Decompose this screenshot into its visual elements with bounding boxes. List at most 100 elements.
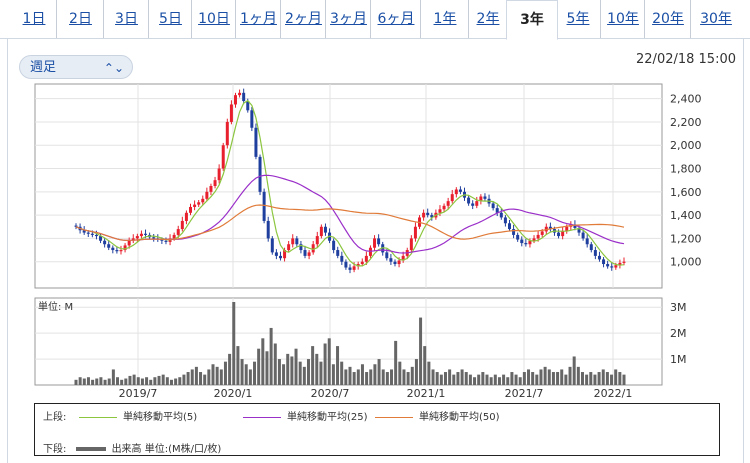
legend-ma5-label: 単純移動平均(5) (123, 412, 198, 423)
candle-body (454, 189, 458, 195)
period-select[interactable]: 週足 ⌃⌄ (19, 55, 133, 79)
volume-bar (381, 369, 385, 385)
volume-bar (132, 374, 136, 385)
candle-body (180, 220, 184, 230)
period-select-value: 週足 (30, 60, 57, 75)
volume-bar (518, 377, 522, 385)
candle-body (144, 233, 148, 235)
candle-body (74, 225, 78, 227)
volume-bar (406, 372, 410, 385)
volume-bar (298, 361, 302, 385)
volume-bar (502, 374, 506, 385)
volume-bar (236, 346, 240, 385)
y-tick-label: 1,200 (670, 232, 702, 245)
candle-body (540, 231, 544, 235)
candle-body (581, 232, 585, 239)
volume-bar (535, 374, 539, 385)
tab-10年[interactable]: 10年 (600, 0, 645, 38)
candle-body (287, 244, 291, 251)
volume-bar (319, 361, 323, 385)
volume-bar (527, 369, 531, 385)
candle-body (471, 203, 475, 206)
candle-body (197, 202, 201, 205)
volume-bar (286, 353, 290, 385)
candle-body (295, 238, 299, 245)
volume-bar (153, 377, 157, 385)
candle-body (438, 209, 442, 213)
volume-y-tick-label: 3M (670, 301, 687, 314)
tab-6ヶ月[interactable]: 6ヶ月 (370, 0, 421, 38)
tab-1年[interactable]: 1年 (420, 0, 469, 38)
candle-body (299, 244, 303, 251)
candle-body (585, 238, 589, 245)
candle-body (442, 205, 446, 210)
timestamp: 22/02/18 15:00 (636, 52, 736, 67)
tab-5年[interactable]: 5年 (566, 11, 590, 27)
volume-bar (539, 369, 543, 385)
candle-body (426, 212, 430, 216)
tab-1日[interactable]: 1日 (22, 11, 46, 27)
legend-volume-swatch (75, 447, 106, 451)
tab-30年[interactable]: 30年 (690, 0, 741, 38)
tab-2日[interactable]: 2日 (56, 0, 104, 38)
volume-bar (182, 374, 186, 385)
axis-labels: 2,400 2,200 2,000 1,800 1,600 1,400 1,200 1,000… (38, 93, 702, 400)
candle-body (217, 168, 221, 181)
volume-bar (265, 351, 269, 385)
candle-body (323, 226, 327, 233)
volume-bar (207, 369, 211, 385)
candle-body (131, 238, 135, 241)
candle-body (606, 264, 610, 267)
volume-bar (169, 379, 173, 385)
volume-bar (394, 340, 398, 385)
candle-body (610, 266, 614, 268)
volume-y-tick-label: 1M (670, 353, 687, 366)
ma50-line (75, 204, 625, 241)
candle-body (205, 191, 209, 199)
candle-body (561, 231, 565, 237)
candle-body (258, 156, 262, 192)
volume-bar (373, 364, 377, 385)
tab-3日[interactable]: 3日 (103, 0, 149, 38)
volume-bar (78, 377, 82, 385)
volume-bar (161, 374, 165, 385)
volume-bar (560, 369, 564, 385)
candle-body (246, 100, 250, 111)
volume-bar (580, 372, 584, 385)
candle-body (557, 232, 561, 237)
candle-body (618, 262, 622, 266)
volume-bar (323, 343, 327, 385)
candle-body (332, 240, 336, 251)
volume-bar (464, 372, 468, 385)
candle-body (94, 234, 98, 237)
candle-body (111, 247, 115, 251)
candle-body (82, 230, 86, 233)
volume-bar (493, 374, 497, 385)
volume-bar (597, 372, 601, 385)
tab-10日[interactable]: 10日 (191, 0, 236, 38)
volume-bar (622, 374, 626, 385)
candle-body (250, 110, 254, 128)
candle-body (360, 261, 364, 265)
tab-5日[interactable]: 5日 (148, 0, 192, 38)
volume-bar (194, 366, 198, 385)
candle-body (573, 224, 577, 228)
volume-bar (140, 378, 144, 385)
y-tick-label: 1,800 (670, 163, 702, 176)
candle-body (172, 234, 176, 239)
x-tick-label: 2020/1 (214, 387, 253, 400)
candle-body (614, 265, 618, 268)
volume-area (74, 302, 626, 385)
tab-1ヶ月[interactable]: 1ヶ月 (235, 0, 281, 38)
legend-ma50-swatch (375, 416, 413, 418)
candle-body (262, 191, 266, 221)
tab-2ヶ月[interactable]: 2ヶ月 (280, 0, 326, 38)
tab-3ヶ月[interactable]: 3ヶ月 (325, 0, 371, 38)
volume-bar (585, 374, 589, 385)
volume-bar (277, 359, 281, 385)
tab-2年[interactable]: 2年 (468, 0, 507, 38)
volume-bar (99, 377, 103, 385)
tab-20年[interactable]: 20年 (644, 0, 691, 38)
x-tick-label: 2019/7 (119, 387, 158, 400)
tab-3年[interactable]: 3年 (506, 0, 558, 40)
